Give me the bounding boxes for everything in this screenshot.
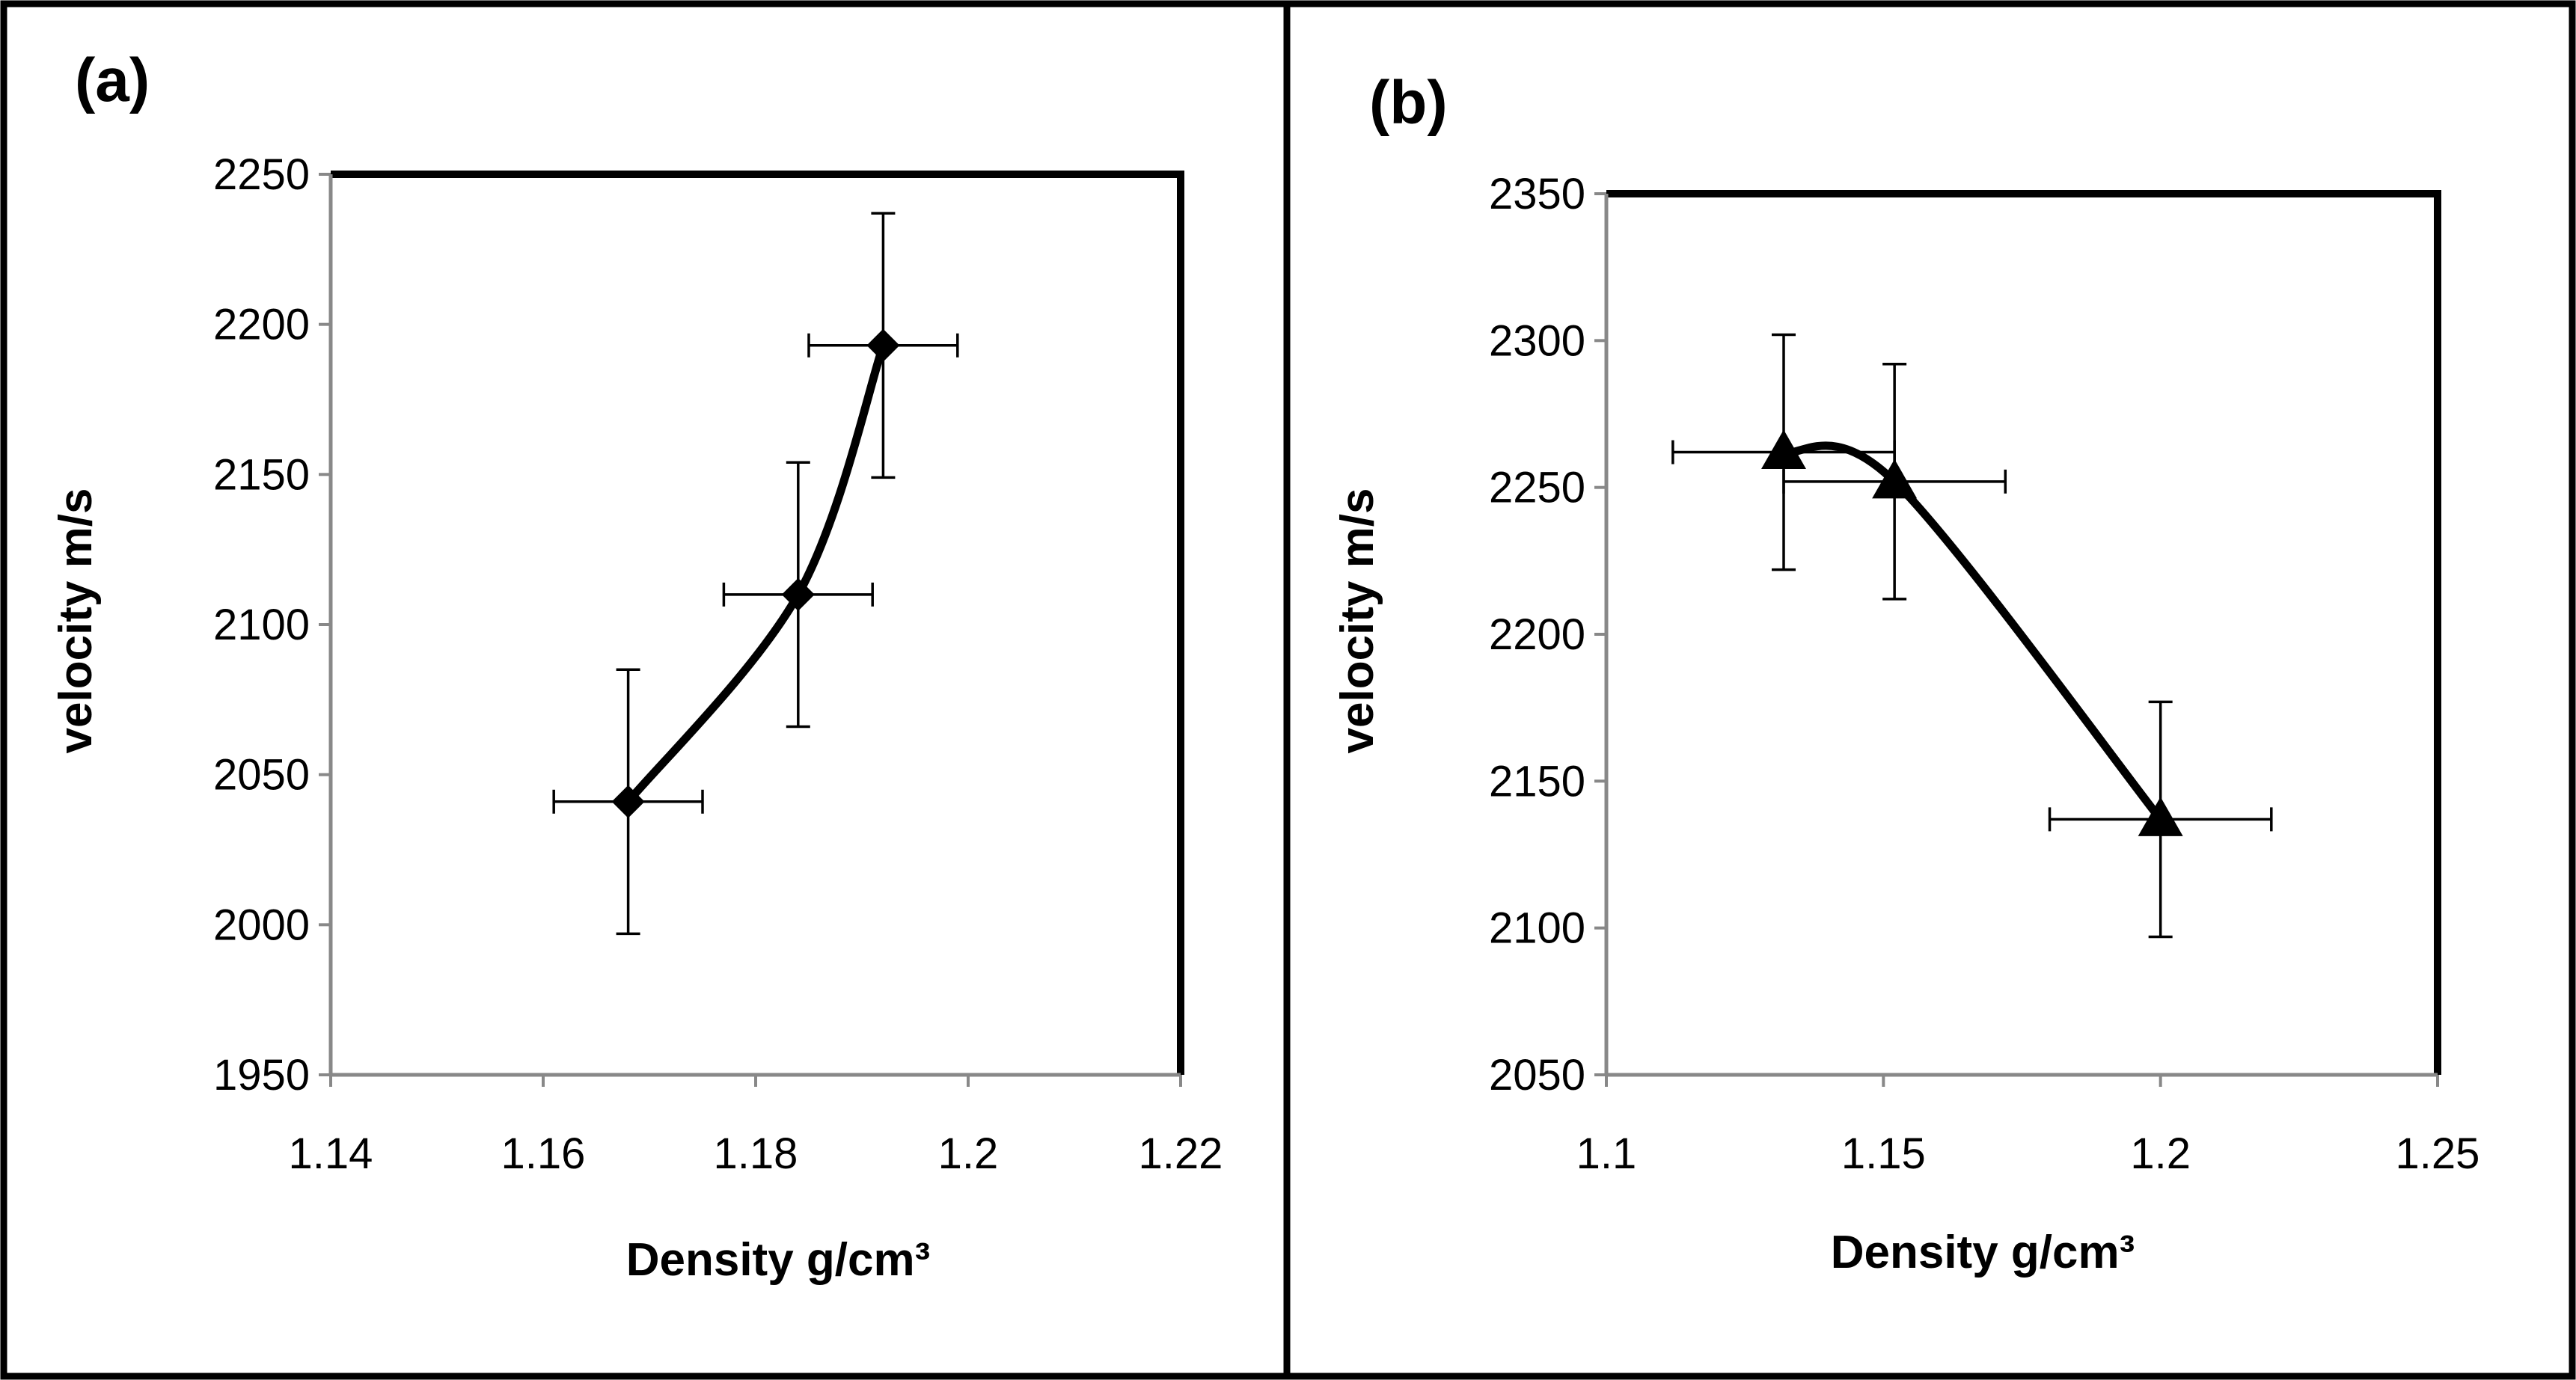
y-tick-label-a: 2200 [213, 301, 310, 349]
data-point-b [1761, 429, 1807, 470]
x-tick-label-b: 1.25 [2396, 1129, 2480, 1178]
panel-a: (a) velocity m/s Density g/cm³ 1950 2000 2… [50, 46, 1223, 1286]
y-tick-label-b: 2100 [1489, 904, 1585, 953]
y-tick-label-a: 2250 [213, 150, 310, 199]
x-tick-label-a: 1.22 [1139, 1129, 1223, 1178]
y-tick-label-b: 2300 [1489, 316, 1585, 365]
x-tick-label-b: 1.15 [1841, 1129, 1926, 1178]
panel-b: (b) velocity m/s Density g/cm³ 2050 2100 2… [1332, 69, 2479, 1278]
y-axis-title-b: velocity m/s [1332, 488, 1383, 754]
y-tick-label-b: 2050 [1489, 1051, 1585, 1100]
y-tick-label-a: 2000 [213, 901, 310, 949]
x-axis-title-a: Density g/cm³ [626, 1234, 931, 1286]
plot-area-a [331, 174, 1181, 1075]
series-line-b [1779, 441, 2165, 824]
data-point-b [2138, 797, 2183, 836]
y-tick-label-b: 2150 [1489, 757, 1585, 806]
data-point-a [866, 328, 900, 362]
y-tick-label-a: 1950 [213, 1051, 310, 1100]
x-tick-label-a: 1.2 [938, 1129, 999, 1178]
y-tick-label-b: 2200 [1489, 610, 1585, 659]
data-point-a [781, 577, 815, 611]
panel-label-b: (b) [1369, 69, 1448, 137]
x-tick-label-b: 1.1 [1576, 1129, 1637, 1178]
x-tick-label-a: 1.14 [289, 1129, 373, 1178]
x-tick-label-a: 1.18 [714, 1129, 798, 1178]
x-tick-label-b: 1.2 [2130, 1129, 2191, 1178]
data-point-a [611, 785, 645, 818]
y-tick-label-b: 2350 [1489, 170, 1585, 218]
x-axis-title-b: Density g/cm³ [1831, 1227, 2135, 1278]
y-tick-label-a: 2050 [213, 751, 310, 800]
x-tick-label-a: 1.16 [501, 1129, 586, 1178]
y-axis-title-a: velocity m/s [50, 488, 102, 754]
y-tick-label-a: 2150 [213, 450, 310, 499]
panel-label-a: (a) [75, 46, 150, 114]
y-tick-label-a: 2100 [213, 601, 310, 649]
data-point-b [1872, 459, 1918, 499]
y-tick-label-b: 2250 [1489, 464, 1585, 512]
